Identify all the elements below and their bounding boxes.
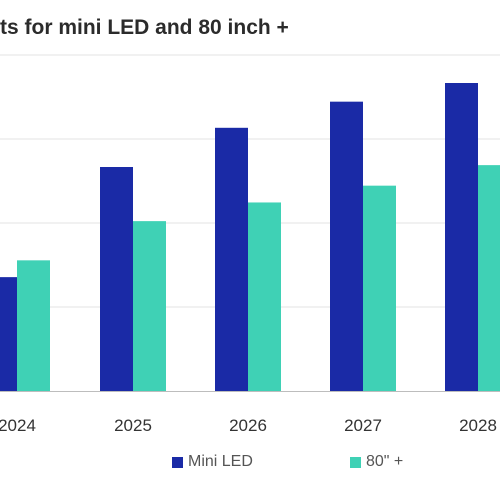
bar-80--2026 [248, 202, 281, 391]
bar-80--2025 [133, 221, 166, 391]
legend-item-mini-led: Mini LED [172, 452, 253, 472]
x-tick-label-2026: 2026 [229, 416, 267, 435]
legend-label-mini-led: Mini LED [188, 453, 253, 470]
bar-80--2024 [17, 260, 50, 391]
bar-mini-led-2025 [100, 167, 133, 391]
chart-title: ts for mini LED and 80 inch + [0, 16, 289, 39]
legend-swatch-mini-led [172, 456, 183, 468]
bar-mini-led-2027 [330, 101, 363, 392]
x-tick-label-2028: 2028 [459, 416, 497, 435]
x-tick-label-2025: 2025 [114, 416, 152, 435]
bar-mini-led-2026 [215, 127, 248, 392]
x-tick-label-2027: 2027 [344, 416, 382, 435]
legend-label-80-inch: 80" + [366, 453, 404, 470]
bar-80--2027 [363, 185, 396, 391]
legend-item-80-inch: 80" + [350, 452, 403, 472]
x-tick-label-2024: 2024 [0, 416, 36, 435]
bar-80--2028 [478, 165, 500, 391]
bar-mini-led-2024 [0, 277, 17, 391]
legend-swatch-80-inch [350, 456, 361, 468]
bar-mini-led-2028 [445, 83, 478, 391]
